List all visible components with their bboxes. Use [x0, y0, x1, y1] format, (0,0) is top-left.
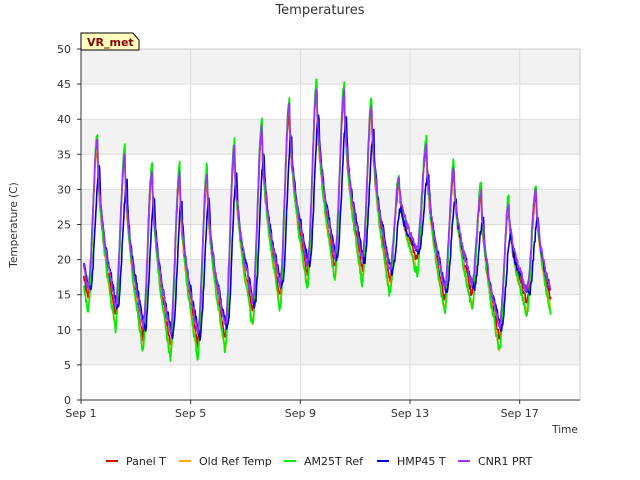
- plot-band: [81, 84, 580, 120]
- x-tick-label: Sep 13: [391, 407, 429, 420]
- badge-label: VR_met: [87, 36, 134, 49]
- legend-label: Old Ref Temp: [199, 455, 272, 468]
- plot-band: [81, 364, 580, 400]
- y-tick-label: 20: [57, 254, 71, 267]
- plot-band: [81, 329, 580, 365]
- x-tick-label: Sep 17: [501, 407, 539, 420]
- x-tick-label: Sep 5: [175, 407, 206, 420]
- chart-title: Temperatures: [274, 3, 364, 18]
- y-tick-label: 40: [57, 113, 71, 126]
- y-tick-label: 45: [57, 78, 71, 91]
- series-line: [82, 88, 552, 335]
- legend-label: HMP45 T: [397, 455, 446, 468]
- y-tick-label: 35: [57, 148, 71, 161]
- axes: 0 5 10 15 20 25 30 35 40 45 50 Sep 1 Sep 5 Sep 9 Sep 1…: [57, 43, 581, 420]
- y-axis-label: Temperature (C): [8, 182, 20, 268]
- x-axis-label: Time: [551, 424, 578, 436]
- y-tick-label: 15: [57, 289, 71, 302]
- plot-band: [81, 119, 580, 155]
- y-tick-label: 30: [57, 183, 71, 196]
- plot-band: [81, 189, 580, 225]
- series-layer: [82, 78, 552, 362]
- vr-met-badge: VR_met: [80, 32, 140, 51]
- legend-label: AM25T Ref: [304, 455, 364, 468]
- x-tick-label: Sep 1: [65, 407, 96, 420]
- x-tick-label: Sep 9: [285, 407, 316, 420]
- legend-label: CNR1 PRT: [478, 455, 533, 468]
- y-tick-label: 25: [57, 219, 71, 232]
- y-tick-label: 5: [64, 359, 71, 372]
- y-tick-label: 10: [57, 324, 71, 337]
- plot-band: [81, 154, 580, 190]
- plot-band: [81, 259, 580, 295]
- plot-band: [81, 49, 580, 85]
- y-tick-label: 0: [64, 394, 71, 407]
- y-tick-label: 50: [57, 43, 71, 56]
- legend: Panel T Old Ref Temp AM25T Ref HMP45 T CNR1 …: [106, 455, 533, 468]
- legend-label: Panel T: [126, 455, 166, 468]
